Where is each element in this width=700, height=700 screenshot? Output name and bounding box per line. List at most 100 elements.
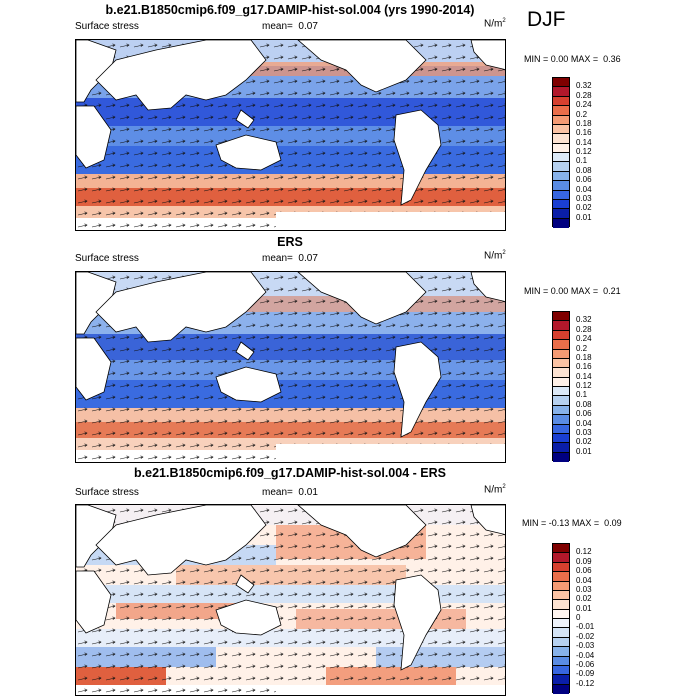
colorbar-swatch xyxy=(553,628,569,638)
panel-1-mean: mean= 0.07 xyxy=(262,21,318,32)
colorbar-swatch xyxy=(553,190,569,200)
panel-2-colorbar-labels: 0.32 0.28 0.24 0.2 0.18 0.16 0.14 0.12 0.1 0.08 0.… xyxy=(576,311,616,461)
panel-2-units: N/m2 xyxy=(484,250,506,262)
panel-3-mean: mean= 0.01 xyxy=(262,487,318,498)
colorbar-swatch xyxy=(553,358,569,369)
panel-2-title: ERS xyxy=(277,235,303,249)
colorbar-label: 0.16 xyxy=(576,362,592,372)
colorbar-label: 0.03 xyxy=(576,193,592,203)
colorbar-swatch xyxy=(553,647,569,657)
panel-3-units: N/m2 xyxy=(484,484,506,496)
colorbar-swatch xyxy=(553,115,569,125)
colorbar-swatch xyxy=(553,96,569,107)
colorbar-swatch xyxy=(553,143,569,153)
colorbar-swatch xyxy=(553,106,569,116)
colorbar-label: 0.04 xyxy=(576,418,592,428)
colorbar-swatch xyxy=(553,134,569,144)
colorbar-label: -0.06 xyxy=(576,659,595,669)
colorbar-label: 0.28 xyxy=(576,90,592,100)
panel-1-colorbar xyxy=(552,77,570,228)
colorbar-swatch xyxy=(553,181,569,191)
panel-2-map-svg xyxy=(76,272,505,462)
colorbar-label: 0.16 xyxy=(576,128,592,138)
colorbar-label: -0.12 xyxy=(576,678,595,688)
colorbar-swatch xyxy=(553,452,569,462)
colorbar-swatch xyxy=(553,656,569,666)
colorbar-label: 0.02 xyxy=(576,203,592,213)
colorbar-swatch xyxy=(553,581,569,591)
colorbar-label: 0.12 xyxy=(576,381,592,390)
colorbar-swatch xyxy=(553,415,569,425)
panel-1-minmax: MIN = 0.00 MAX = 0.36 xyxy=(524,54,621,64)
colorbar-swatch xyxy=(553,572,569,582)
panel-2-colorbar xyxy=(552,311,570,462)
colorbar-swatch xyxy=(553,377,569,387)
colorbar-label: 0.18 xyxy=(576,118,592,128)
colorbar-swatch xyxy=(553,405,569,416)
colorbar-swatch xyxy=(553,609,569,619)
colorbar-swatch xyxy=(553,544,569,554)
colorbar-swatch xyxy=(553,330,569,341)
colorbar-swatch xyxy=(553,199,569,210)
panel-2-mean: mean= 0.07 xyxy=(262,253,318,264)
colorbar-swatch xyxy=(553,321,569,331)
colorbar-label: 0.01 xyxy=(576,212,592,222)
colorbar-label: 0.06 xyxy=(576,566,592,576)
panel-1-map xyxy=(75,39,506,231)
colorbar-swatch xyxy=(553,590,569,601)
colorbar-label: 0.08 xyxy=(576,165,592,175)
colorbar-label: 0.06 xyxy=(576,175,592,185)
colorbar-swatch xyxy=(553,600,569,610)
colorbar-swatch xyxy=(553,218,569,228)
colorbar-swatch xyxy=(553,637,569,648)
colorbar-label: 0.08 xyxy=(576,399,592,409)
colorbar-swatch xyxy=(553,312,569,322)
colorbar-swatch xyxy=(553,340,569,350)
colorbar-label: 0.14 xyxy=(576,137,592,147)
colorbar-swatch xyxy=(553,619,569,629)
season-label: DJF xyxy=(527,8,566,31)
colorbar-swatch xyxy=(553,684,569,694)
colorbar-label: 0.12 xyxy=(576,547,592,557)
panel-3-map xyxy=(75,504,506,696)
panel-1-title: b.e21.B1850cmip6.f09_g17.DAMIP-hist-sol.… xyxy=(105,3,475,17)
colorbar-label: 0.2 xyxy=(576,343,588,353)
colorbar-swatch xyxy=(553,162,569,172)
colorbar-label: 0.32 xyxy=(576,81,592,91)
colorbar-swatch xyxy=(553,675,569,685)
colorbar-swatch xyxy=(553,78,569,88)
colorbar-label: 0.18 xyxy=(576,352,592,362)
colorbar-label: 0.1 xyxy=(576,390,588,400)
colorbar-label: 0 xyxy=(576,613,581,622)
colorbar-swatch xyxy=(553,433,569,444)
colorbar-label: 0.28 xyxy=(576,324,592,334)
colorbar-swatch xyxy=(553,349,569,359)
colorbar-label: 0.32 xyxy=(576,315,592,325)
colorbar-swatch xyxy=(553,209,569,219)
colorbar-label: 0.09 xyxy=(576,556,592,566)
colorbar-label: 0.03 xyxy=(576,427,592,437)
colorbar-swatch xyxy=(553,562,569,573)
colorbar-label: 0.02 xyxy=(576,437,592,447)
colorbar-swatch xyxy=(553,553,569,563)
colorbar-label: 0.01 xyxy=(576,446,592,456)
colorbar-label: 0.06 xyxy=(576,409,592,419)
colorbar-swatch xyxy=(553,443,569,453)
panel-3-minmax: MIN = -0.13 MAX = 0.09 xyxy=(522,518,622,528)
colorbar-label: 0.1 xyxy=(576,156,588,166)
colorbar-label: 0.24 xyxy=(576,100,592,110)
colorbar-label: 0.04 xyxy=(576,575,592,585)
colorbar-swatch xyxy=(553,665,569,676)
colorbar-label: -0.01 xyxy=(576,622,595,632)
panel-3-title: b.e21.B1850cmip6.f09_g17.DAMIP-hist-sol.… xyxy=(134,466,446,480)
colorbar-label: -0.03 xyxy=(576,641,595,651)
colorbar-label: 0.04 xyxy=(576,184,592,194)
panel-1-map-svg xyxy=(76,40,505,230)
colorbar-label: 0.02 xyxy=(576,594,592,604)
colorbar-label: 0.24 xyxy=(576,334,592,344)
colorbar-swatch xyxy=(553,153,569,163)
colorbar-swatch xyxy=(553,368,569,378)
panel-1-colorbar-labels: 0.32 0.28 0.24 0.2 0.18 0.16 0.14 0.12 0.1 0.08 0.… xyxy=(576,77,616,227)
panel-2-field-label: Surface stress xyxy=(75,253,139,264)
panel-3-map-svg xyxy=(76,505,505,695)
